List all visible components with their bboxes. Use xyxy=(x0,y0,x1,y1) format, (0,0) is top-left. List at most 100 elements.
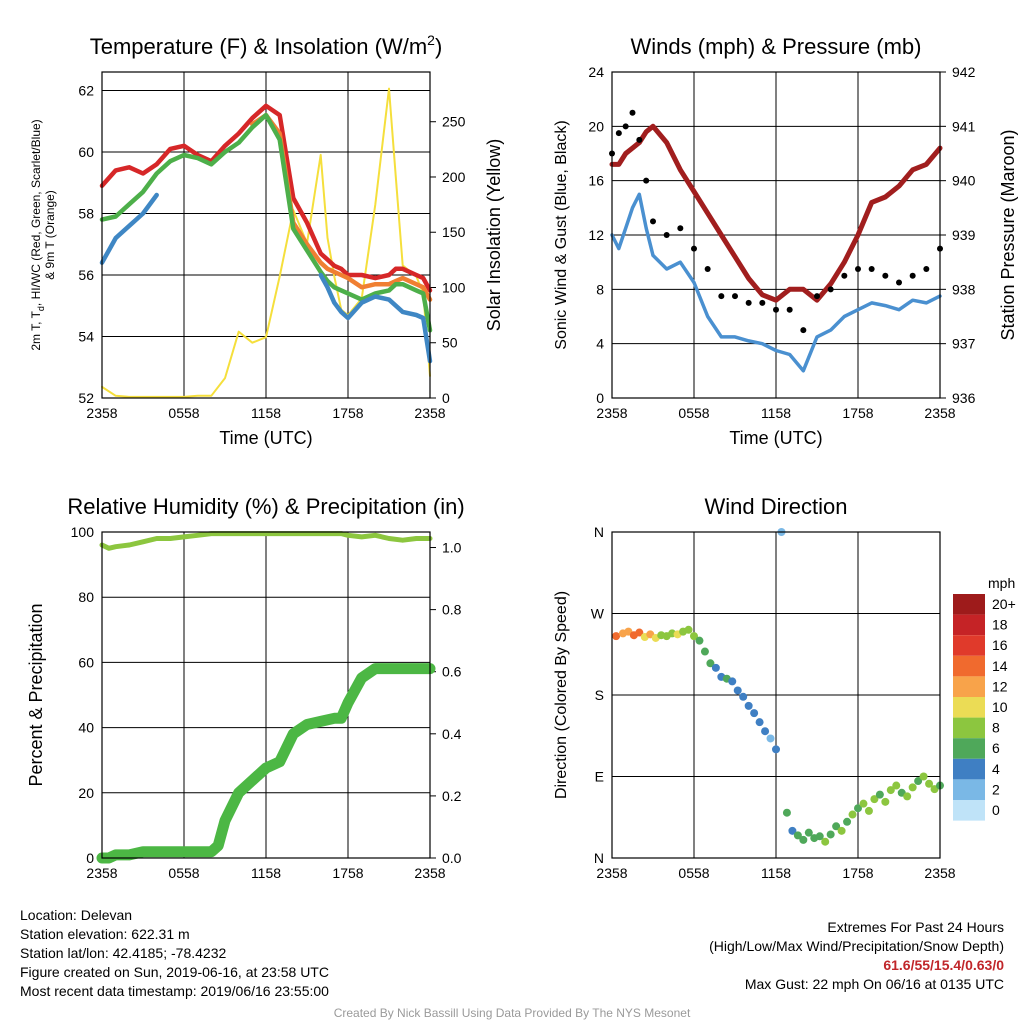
y-tick-label: 12 xyxy=(588,227,604,243)
legend-label: 8 xyxy=(992,720,1000,736)
legend-label: 4 xyxy=(992,761,1000,777)
x-tick-label: 1158 xyxy=(761,865,791,881)
gust-point xyxy=(909,272,916,279)
direction-point xyxy=(826,830,835,839)
y-tick-label: S xyxy=(595,687,604,703)
y-tick-label: E xyxy=(595,769,604,785)
direction-point xyxy=(750,709,759,718)
direction-point xyxy=(755,718,764,727)
panel-2: 2358 0558 1158 1758 235804812162024936937938… xyxy=(553,34,1018,448)
gust-point xyxy=(786,306,793,313)
y-tick-label: 0 xyxy=(596,390,604,406)
gust-point xyxy=(677,225,684,232)
x-tick-label: 2358 xyxy=(924,405,955,421)
y2-tick-label: 1.0 xyxy=(442,540,462,556)
y2-axis-label: Solar Insolation (Yellow) xyxy=(484,139,504,331)
gust-point xyxy=(650,218,656,225)
direction-point xyxy=(766,734,775,743)
y2-tick-label: 150 xyxy=(442,224,466,240)
x-tick-label: 1758 xyxy=(332,405,363,421)
gust-point xyxy=(643,177,650,184)
gust-point xyxy=(663,232,670,238)
extremes-info: Extremes For Past 24 Hours (High/Low/Max… xyxy=(709,918,1004,994)
direction-point xyxy=(711,663,720,672)
y2-tick-label: 250 xyxy=(442,114,466,130)
direction-point xyxy=(761,727,770,736)
gust-point xyxy=(745,299,752,306)
direction-point xyxy=(815,832,824,841)
x-tick-label: 2358 xyxy=(596,405,627,421)
latlon-text: Station lat/lon: 42.4185; -78.4232 xyxy=(20,945,227,961)
plot-frame xyxy=(101,531,431,859)
x-tick-label: 1758 xyxy=(842,865,873,881)
legend-swatch xyxy=(953,697,985,718)
max-gust-text: Max Gust: 22 mph On 06/16 at 0135 UTC xyxy=(744,976,1004,992)
direction-point xyxy=(837,826,846,835)
x-tick-label: 2358 xyxy=(86,405,117,421)
y2-tick-label: 940 xyxy=(952,173,976,189)
y-tick-label: 40 xyxy=(78,720,94,736)
y2-tick-label: 942 xyxy=(952,64,976,80)
x-tick-label: 1758 xyxy=(842,405,873,421)
direction-point xyxy=(919,772,928,781)
direction-point xyxy=(695,636,704,645)
plot-frame xyxy=(611,71,941,399)
legend-label: 12 xyxy=(992,678,1008,694)
y-tick-label: 58 xyxy=(78,205,94,221)
series-line-precipitation xyxy=(96,663,436,864)
direction-point xyxy=(684,625,693,634)
direction-point xyxy=(690,632,698,641)
x-tick-label: 2358 xyxy=(86,865,117,881)
direction-point xyxy=(914,777,923,786)
series-line-t-d xyxy=(99,112,433,333)
gust-point xyxy=(759,299,766,306)
y-tick-label: W xyxy=(591,606,605,622)
station-info: Location: Delevan Station elevation: 622… xyxy=(20,906,329,1001)
extremes-values: 61.6/55/15.4/0.63/0 xyxy=(883,957,1004,973)
y-tick-label: 100 xyxy=(71,524,95,540)
direction-point xyxy=(744,701,753,710)
y-tick-label: 80 xyxy=(78,589,94,605)
legend-swatch xyxy=(953,594,985,615)
gust-point xyxy=(629,109,636,116)
gust-point xyxy=(800,327,807,334)
legend-label: 18 xyxy=(992,617,1008,633)
direction-point xyxy=(821,837,830,846)
legend-swatch xyxy=(953,758,985,780)
direction-point xyxy=(788,826,797,835)
legend-label: 16 xyxy=(992,637,1008,653)
direction-point xyxy=(854,804,862,813)
direction-point xyxy=(908,783,917,792)
legend-label: 2 xyxy=(992,781,1000,797)
x-tick-label: 1758 xyxy=(332,865,363,881)
y2-tick-label: 936 xyxy=(952,390,976,406)
direction-point xyxy=(739,692,748,701)
x-tick-label: 0558 xyxy=(678,865,709,881)
direction-point xyxy=(772,745,780,754)
direction-point xyxy=(864,806,873,815)
y-tick-label: 56 xyxy=(78,267,94,283)
credit-line: Created By Nick Bassill Using Data Provi… xyxy=(333,1006,691,1020)
y-axis-label: Percent & Precipitation xyxy=(26,603,46,786)
gust-point xyxy=(868,265,875,272)
gust-point xyxy=(923,265,930,272)
direction-point xyxy=(799,835,808,844)
chart-title: Wind Direction xyxy=(704,494,847,519)
y2-tick-label: 0.4 xyxy=(442,726,462,742)
y-tick-label: 0 xyxy=(86,850,94,866)
series-line-station-pressure xyxy=(609,123,943,303)
gust-point xyxy=(814,293,820,300)
extremes-title: Extremes For Past 24 Hours xyxy=(827,919,1004,935)
gust-point xyxy=(896,279,902,286)
gust-point xyxy=(704,265,711,272)
gust-point xyxy=(636,136,643,143)
gust-point xyxy=(827,286,834,293)
chart-title: Winds (mph) & Pressure (mb) xyxy=(631,34,922,59)
y-tick-label: 60 xyxy=(78,144,94,160)
x-axis-label: Time (UTC) xyxy=(729,428,822,448)
elevation-text: Station elevation: 622.31 m xyxy=(20,926,190,942)
y-tick-label: 8 xyxy=(596,281,604,297)
y-tick-label: 20 xyxy=(78,785,94,801)
y-tick-label: 24 xyxy=(588,64,604,80)
